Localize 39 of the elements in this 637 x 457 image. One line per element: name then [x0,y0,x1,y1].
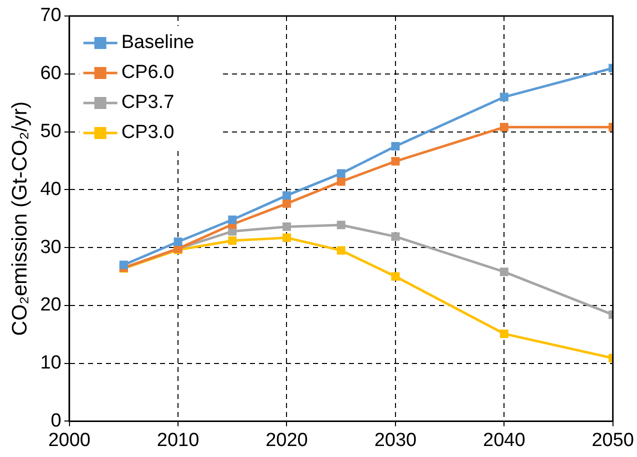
y-tick-label: 40 [40,178,62,200]
y-tick-label: 50 [40,121,62,142]
y-tick-label: 0 [50,410,62,432]
x-tick-label: 2010 [156,430,200,451]
point [391,232,400,241]
y-tick-label: 20 [40,294,62,316]
point [282,233,291,242]
y-tick-label: 30 [40,236,62,258]
y-tick-label: 10 [40,352,62,374]
point [500,268,508,276]
point [174,238,182,246]
point [228,236,237,245]
legend-label: CP6.0 [121,62,174,84]
legend-label: CP3.0 [121,122,174,144]
x-tick-label: 2000 [48,430,90,451]
point [500,122,508,132]
legend-label: CP3.7 [121,92,174,114]
y-tick-label: 60 [40,63,62,84]
point [500,330,508,338]
point [282,222,291,231]
point [391,142,400,150]
x-tick-label: 2050 [592,430,634,451]
point [282,199,291,208]
x-tick-label: 2020 [266,430,308,451]
point [391,272,400,281]
x-tick-label: 2040 [483,430,526,451]
point [119,260,128,270]
y-tick-label: 70 [40,5,62,26]
point [336,169,346,178]
point [500,92,508,102]
point [336,177,346,186]
point [228,216,237,224]
x-tick-label: 2030 [374,430,417,451]
point [282,191,291,200]
point [336,246,346,255]
legend-label: Baseline [121,32,194,54]
y-axis-title: CO₂emission (Gt-CO₂/yr) [8,101,32,336]
point [391,157,400,166]
point [336,220,346,230]
